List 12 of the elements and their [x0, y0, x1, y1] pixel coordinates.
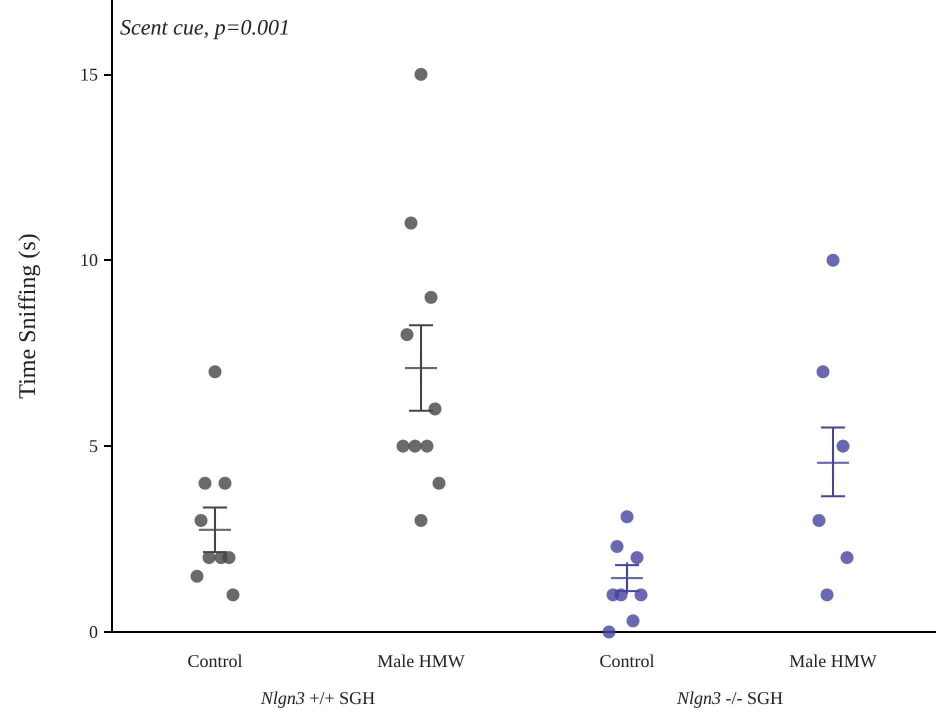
text: Nlgn3 -/- SGH	[676, 688, 784, 708]
y-tick-label: 10	[80, 250, 98, 270]
y-axis-title: Time Sniffing (s)	[15, 233, 41, 399]
text: Nlgn3 +/+ SGH	[260, 688, 376, 708]
y-tick-label: 0	[89, 622, 98, 642]
x-tick-label: Control	[187, 651, 243, 671]
x-tick-label: Male HMW	[789, 651, 877, 671]
x-tick-label: Control	[599, 651, 655, 671]
x-tick-label: Male HMW	[377, 651, 465, 671]
y-tick-label: 5	[89, 436, 98, 456]
y-tick-label: 15	[80, 64, 98, 84]
annotation: Scent cue, p=0.001	[120, 14, 290, 40]
